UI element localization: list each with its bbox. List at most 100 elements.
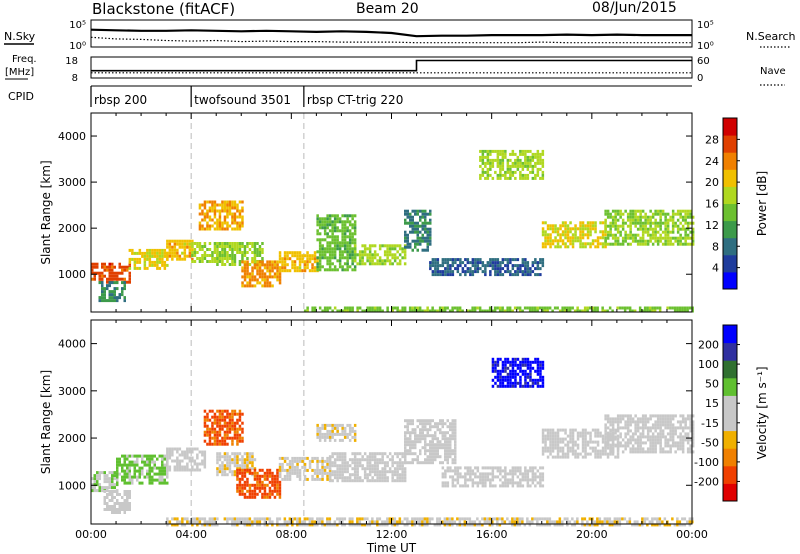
data-cell	[526, 155, 530, 159]
data-cell	[536, 309, 539, 313]
data-cell	[691, 441, 695, 445]
data-cell	[606, 455, 610, 459]
data-cell	[494, 267, 497, 271]
data-cell	[539, 167, 542, 171]
data-cell	[341, 226, 344, 230]
data-cell	[421, 209, 424, 213]
data-cell	[634, 447, 637, 451]
data-cell	[614, 233, 617, 237]
data-cell	[186, 520, 189, 524]
data-cell	[223, 215, 227, 219]
data-cell	[223, 248, 227, 251]
data-cell	[534, 478, 537, 482]
data-cell	[596, 452, 600, 456]
data-cell	[393, 259, 397, 263]
data-cell	[353, 461, 357, 465]
data-cell	[136, 260, 139, 264]
data-cell	[188, 459, 192, 463]
data-cell	[504, 258, 507, 262]
data-cell	[534, 472, 537, 476]
data-cell	[333, 268, 337, 272]
data-cell	[213, 439, 217, 443]
data-cell	[328, 268, 332, 272]
data-cell	[614, 224, 617, 228]
data-cell	[318, 232, 322, 236]
data-cell	[499, 378, 502, 382]
data-cell	[238, 520, 242, 524]
data-cell	[256, 242, 259, 245]
data-cell	[554, 443, 557, 447]
data-cell	[631, 432, 635, 436]
data-cell	[646, 215, 650, 219]
data-cell	[656, 423, 660, 427]
data-cell	[524, 152, 527, 156]
data-cell	[633, 309, 637, 313]
data-cell	[654, 450, 657, 454]
data-cell	[248, 489, 252, 493]
data-cell	[293, 517, 297, 521]
data-cell	[286, 269, 289, 273]
data-cell	[424, 434, 427, 438]
data-cell	[253, 251, 257, 254]
data-cell	[318, 244, 322, 248]
data-cell	[531, 481, 535, 485]
data-cell	[143, 257, 147, 261]
data-cell	[298, 251, 302, 255]
data-cell	[604, 212, 607, 216]
data-cell	[288, 468, 292, 472]
data-cell	[356, 464, 359, 468]
data-cell	[98, 483, 101, 487]
data-cell	[523, 306, 527, 310]
data-cell	[356, 467, 359, 471]
data-cell	[228, 415, 232, 419]
data-cell	[261, 260, 264, 264]
noise-frame	[90, 19, 693, 48]
data-cell	[298, 257, 302, 261]
data-cell	[484, 478, 487, 482]
data-cell	[479, 149, 482, 153]
data-cell	[501, 167, 505, 171]
data-cell	[241, 421, 244, 425]
data-cell	[273, 260, 277, 264]
data-cell	[278, 523, 282, 527]
data-cell	[501, 273, 505, 277]
data-cell	[176, 251, 179, 255]
data-cell	[679, 236, 682, 240]
data-cell	[203, 433, 207, 437]
data-cell	[564, 227, 567, 231]
data-cell	[494, 381, 497, 385]
data-cell	[639, 432, 642, 436]
data-cell	[491, 149, 495, 153]
data-cell	[366, 253, 369, 257]
data-cell	[409, 224, 412, 228]
data-cell	[526, 161, 530, 165]
data-cell	[436, 261, 440, 265]
data-cell	[464, 264, 467, 268]
data-cell	[506, 261, 510, 265]
data-cell	[646, 450, 650, 454]
data-cell	[376, 470, 379, 474]
data-cell	[648, 309, 652, 313]
data-cell	[576, 434, 580, 438]
data-cell	[213, 442, 217, 446]
data-cell	[168, 447, 172, 451]
data-cell	[564, 233, 567, 237]
data-cell	[534, 261, 537, 265]
data-cell	[226, 409, 229, 413]
data-cell	[311, 456, 314, 460]
data-cell	[439, 270, 442, 274]
data-cell	[576, 446, 580, 450]
data-cell	[111, 265, 114, 269]
data-cell	[366, 473, 369, 477]
data-cell	[611, 233, 615, 237]
data-cell	[338, 220, 342, 224]
data-cell	[163, 481, 166, 485]
data-cell	[621, 450, 625, 454]
data-cell	[248, 486, 252, 490]
data-cell	[551, 443, 555, 447]
data-cell	[198, 221, 202, 225]
data-cell	[689, 221, 692, 225]
data-cell	[181, 245, 184, 249]
data-cell	[338, 476, 342, 480]
data-cell	[454, 472, 457, 476]
